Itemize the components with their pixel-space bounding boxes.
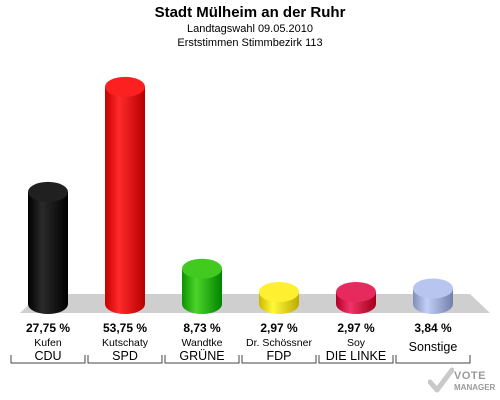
party-label: DIE LINKE (326, 349, 386, 363)
chart-title: Stadt Mülheim an der Ruhr (154, 4, 346, 21)
party-label: CDU (34, 349, 61, 363)
bar-top-sonstige (413, 278, 453, 299)
bar-top-spd (105, 76, 145, 97)
category-separator (10, 355, 86, 364)
bar-top-gr-ne (182, 258, 222, 279)
candidate-label: Dr. Schössner (246, 337, 312, 349)
vote-manager-logo: VOTE MANAGER (428, 366, 498, 398)
party-label: GRÜNE (179, 349, 224, 363)
value-label: 3,84 % (414, 321, 452, 335)
candidate-label: Kutschaty (102, 337, 149, 349)
candidate-label: Soy (347, 337, 366, 349)
value-label: 53,75 % (103, 321, 147, 335)
logo-line-vote: VOTE (454, 370, 486, 382)
logo-line-manager: MANAGER (454, 383, 496, 392)
value-label: 2,97 % (260, 321, 298, 335)
bar-top-die-linke (336, 282, 376, 303)
chart-header: Stadt Mülheim an der Ruhr Landtagswahl 0… (0, 4, 500, 50)
category-separator (318, 355, 394, 364)
chart-subtitle-district: Erststimmen Stimmbezirk 113 (177, 37, 323, 49)
candidate-label: Wandtke (181, 337, 222, 349)
category-separator (87, 355, 163, 364)
bar-top-fdp (259, 282, 299, 303)
category-separator (164, 355, 240, 364)
value-label: 27,75 % (26, 321, 70, 335)
category-separator (395, 355, 471, 364)
vote-check-icon (428, 367, 454, 393)
bar-top-cdu (28, 181, 68, 202)
value-label: 8,73 % (183, 321, 221, 335)
value-label: 2,97 % (337, 321, 375, 335)
party-label: FDP (267, 349, 292, 363)
bar-cdu (28, 191, 68, 314)
chart-subtitle-election: Landtagswahl 09.05.2010 (187, 23, 313, 35)
bar-gr-ne (182, 268, 222, 314)
bar-spd (105, 86, 145, 314)
candidate-label: Kufen (34, 337, 62, 349)
category-separator (241, 355, 317, 364)
party-label: Sonstige (409, 340, 458, 354)
party-label: SPD (112, 349, 138, 363)
